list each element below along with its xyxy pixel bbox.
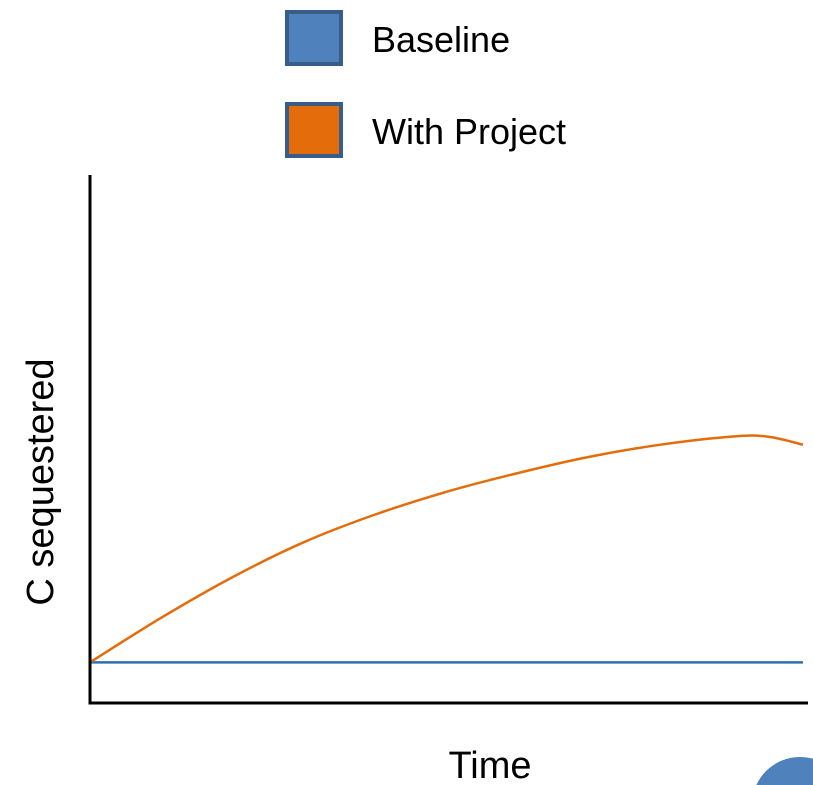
x-axis-label: Time bbox=[448, 745, 531, 785]
series-line-with-project bbox=[89, 434, 804, 664]
corner-decoration-circle bbox=[756, 757, 813, 785]
legend-label-baseline: Baseline bbox=[372, 19, 510, 60]
y-axis-label: C sequestered bbox=[20, 358, 62, 605]
legend-swatch-baseline bbox=[285, 10, 343, 66]
legend: Baseline With Project bbox=[285, 10, 566, 158]
legend-label-with-project: With Project bbox=[372, 111, 566, 152]
plot-area bbox=[89, 434, 804, 664]
legend-swatch-with-project bbox=[285, 102, 343, 158]
